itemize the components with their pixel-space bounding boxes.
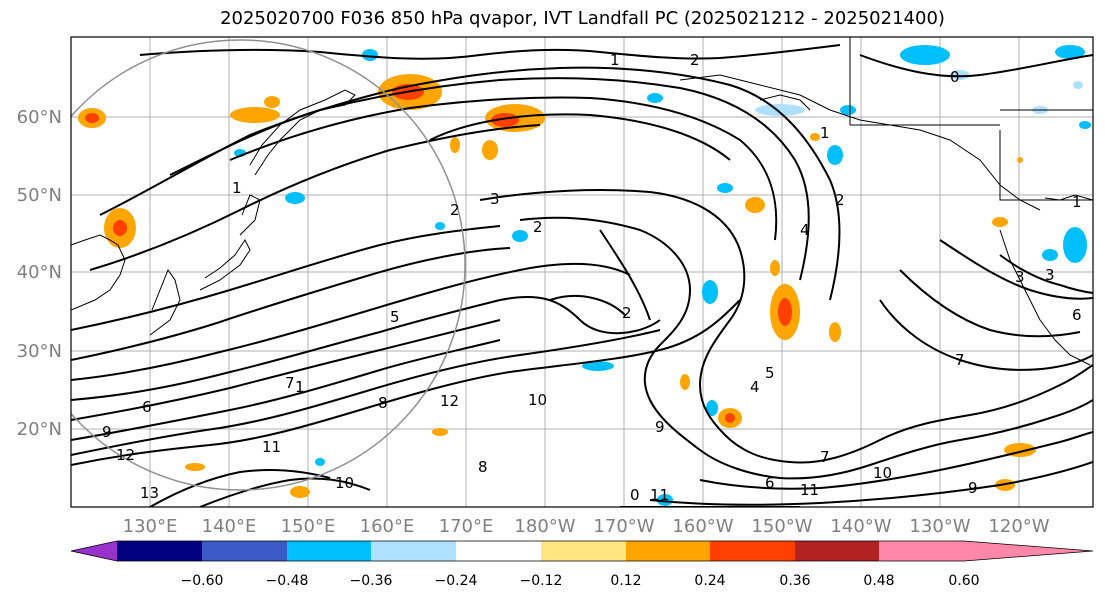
map-frame: [70, 36, 1094, 508]
lon-label: 160°E: [360, 516, 415, 537]
contour-label: 8: [378, 394, 388, 412]
reference-circle: [71, 39, 466, 491]
colorbar-tick-label: 0.36: [779, 573, 810, 589]
colorbar-outline: [70, 540, 1094, 562]
contour-label: 2: [450, 201, 460, 219]
colorbar-tick-label: −0.48: [266, 573, 309, 589]
colorbar-tick-label: −0.60: [181, 573, 224, 589]
contour-label: 0: [630, 486, 640, 504]
contour-label: 11: [800, 481, 819, 499]
lon-label: 120°W: [988, 516, 1049, 537]
colorbar-segment: [795, 541, 879, 561]
colorbar-segment: [879, 541, 964, 561]
contour-label: 10: [873, 464, 892, 482]
colorbar-segment: [287, 541, 371, 561]
contour-label: 2: [533, 218, 543, 236]
contour-label: 1: [610, 51, 620, 69]
colorbar-tick-label: −0.36: [350, 573, 393, 589]
contour-label: 1: [295, 378, 305, 396]
longitude-labels: 130°E 140°E 150°E 160°E 170°E 180°W 170°…: [123, 516, 1050, 537]
graticule: [71, 37, 1093, 507]
lon-label: 160°W: [672, 516, 733, 537]
contour-label: 9: [968, 479, 978, 497]
lat-label: 20°N: [17, 419, 62, 440]
contour-label: 1: [1072, 193, 1082, 211]
ivt-contours: [71, 44, 1093, 507]
contour-label: 2: [690, 51, 700, 69]
contour-label: 2: [835, 191, 845, 209]
lon-label: 140°E: [202, 516, 257, 537]
colorbar-segment: [541, 541, 626, 561]
contour-label: 3: [1045, 266, 1055, 284]
contour-label: 12: [440, 392, 459, 410]
contour-label: 8: [478, 458, 488, 476]
latitude-labels: 60°N 50°N 40°N 30°N 20°N: [17, 107, 62, 440]
contour-label: 0: [950, 68, 960, 86]
contour-label: 4: [750, 378, 760, 396]
contour-label: 2: [622, 304, 632, 322]
colorbar-segment: [202, 541, 287, 561]
colorbar-segment: [710, 541, 795, 561]
contour-label: 7: [955, 351, 965, 369]
colorbar-tick-label: 0.60: [948, 573, 979, 589]
colorbar: −0.60 −0.48 −0.36 −0.24 −0.12 0.12 0.24 …: [70, 540, 1094, 589]
contour-label: 3: [490, 190, 500, 208]
contour-label: 6: [765, 474, 775, 492]
contour-label: 3: [1015, 268, 1025, 286]
map-content: 1 2 3 2 1 3 2 5 6 9 12 7 8 10 12 9 11 13…: [71, 37, 1093, 507]
contour-label: 10: [335, 474, 354, 492]
contour-label-layer: 1 2 3 2 1 3 2 5 6 9 12 7 8 10 12 9 11 13…: [102, 51, 1082, 504]
lat-label: 60°N: [17, 107, 62, 128]
contour-label: 12: [116, 446, 135, 464]
contour-label: 4: [800, 221, 810, 239]
colorbar-tick-label: 0.48: [863, 573, 894, 589]
lon-label: 130°W: [909, 516, 970, 537]
colorbar-tick-label: −0.24: [435, 573, 478, 589]
contour-label: 5: [390, 308, 400, 326]
figure-title: 2025020700 F036 850 hPa qvapor, IVT Land…: [220, 8, 945, 29]
colorbar-segment: [117, 541, 202, 561]
lon-label: 150°E: [281, 516, 336, 537]
lat-label: 40°N: [17, 262, 62, 283]
contour-label: 7: [820, 448, 830, 466]
lat-label: 50°N: [17, 185, 62, 206]
colorbar-segment: [371, 541, 456, 561]
colorbar-segment: [456, 541, 541, 561]
contour-label: 6: [1072, 306, 1082, 324]
contour-label: 11: [262, 438, 281, 456]
contour-label: 5: [765, 364, 775, 382]
colorbar-tick-label: 0.12: [610, 573, 641, 589]
colorbar-extend-high: [964, 541, 1093, 561]
colorbar-tick-label: 0.24: [694, 573, 725, 589]
colorbar-extend-low: [71, 541, 117, 561]
lon-label: 130°E: [123, 516, 178, 537]
colorbar-tick-label: −0.12: [520, 573, 563, 589]
contour-label: 7: [285, 374, 295, 392]
lon-label: 170°E: [439, 516, 494, 537]
lat-label: 30°N: [17, 341, 62, 362]
contour-label: 10: [528, 391, 547, 409]
contour-label: 11: [650, 486, 669, 504]
contour-label: 1: [820, 124, 830, 142]
colorbar-segment: [626, 541, 710, 561]
lon-label: 150°W: [751, 516, 812, 537]
contour-label: 6: [142, 398, 152, 416]
contour-label: 9: [655, 418, 665, 436]
contour-label: 1: [232, 179, 242, 197]
lon-label: 180°W: [514, 516, 575, 537]
lon-label: 170°W: [593, 516, 654, 537]
contour-label: 13: [140, 484, 159, 502]
lon-label: 140°W: [830, 516, 891, 537]
contour-label: 9: [102, 423, 112, 441]
